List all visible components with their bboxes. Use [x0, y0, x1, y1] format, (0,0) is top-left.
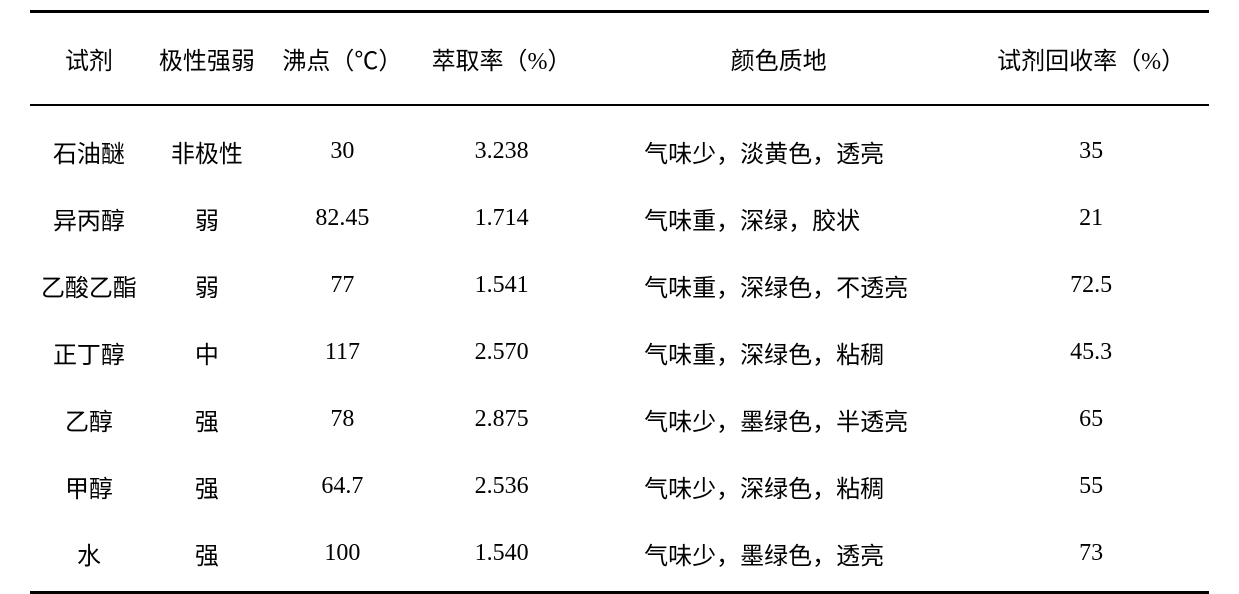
reagent-cell: 异丙醇 [30, 185, 148, 252]
col-texture-header: 颜色质地 [584, 12, 973, 106]
polarity-cell: 非极性 [148, 105, 266, 185]
extract-cell: 1.714 [419, 185, 584, 252]
texture-cell: 气味重，深绿色，粘稠 [584, 319, 973, 386]
texture-cell: 气味少，墨绿色，半透亮 [584, 386, 973, 453]
table-row: 石油醚非极性303.238气味少，淡黄色，透亮35 [30, 105, 1209, 185]
extract-cell: 2.536 [419, 453, 584, 520]
table-row: 甲醇强64.72.536气味少，深绿色，粘稠55 [30, 453, 1209, 520]
table-row: 异丙醇弱82.451.714气味重，深绿，胶状21 [30, 185, 1209, 252]
bp-cell: 82.45 [266, 185, 419, 252]
reagent-cell: 甲醇 [30, 453, 148, 520]
reagent-cell: 乙醇 [30, 386, 148, 453]
texture-cell: 气味少，淡黄色，透亮 [584, 105, 973, 185]
recovery-cell: 21 [973, 185, 1209, 252]
texture-cell: 气味少，深绿色，粘稠 [584, 453, 973, 520]
bp-cell: 64.7 [266, 453, 419, 520]
texture-cell: 气味少，墨绿色，透亮 [584, 520, 973, 593]
polarity-cell: 中 [148, 319, 266, 386]
table-row: 乙酸乙酯弱771.541气味重，深绿色，不透亮72.5 [30, 252, 1209, 319]
table-row: 正丁醇中1172.570气味重，深绿色，粘稠45.3 [30, 319, 1209, 386]
texture-cell: 气味重，深绿，胶状 [584, 185, 973, 252]
polarity-cell: 强 [148, 453, 266, 520]
col-recovery-header: 试剂回收率（%） [973, 12, 1209, 106]
recovery-cell: 45.3 [973, 319, 1209, 386]
extract-cell: 2.570 [419, 319, 584, 386]
reagent-cell: 乙酸乙酯 [30, 252, 148, 319]
reagent-cell: 正丁醇 [30, 319, 148, 386]
recovery-cell: 35 [973, 105, 1209, 185]
table-row: 乙醇强782.875气味少，墨绿色，半透亮65 [30, 386, 1209, 453]
bp-cell: 117 [266, 319, 419, 386]
col-reagent-header: 试剂 [30, 12, 148, 106]
col-extract-header: 萃取率（%） [419, 12, 584, 106]
bp-cell: 78 [266, 386, 419, 453]
header-row: 试剂 极性强弱 沸点（℃） 萃取率（%） 颜色质地 试剂回收率（%） [30, 12, 1209, 106]
table-row: 水强1001.540气味少，墨绿色，透亮73 [30, 520, 1209, 593]
reagent-cell: 水 [30, 520, 148, 593]
col-polarity-header: 极性强弱 [148, 12, 266, 106]
polarity-cell: 弱 [148, 185, 266, 252]
extract-cell: 2.875 [419, 386, 584, 453]
reagent-cell: 石油醚 [30, 105, 148, 185]
extract-cell: 3.238 [419, 105, 584, 185]
bp-cell: 100 [266, 520, 419, 593]
polarity-cell: 强 [148, 520, 266, 593]
bp-cell: 30 [266, 105, 419, 185]
recovery-cell: 65 [973, 386, 1209, 453]
polarity-cell: 强 [148, 386, 266, 453]
extract-cell: 1.540 [419, 520, 584, 593]
recovery-cell: 73 [973, 520, 1209, 593]
bp-cell: 77 [266, 252, 419, 319]
col-bp-header: 沸点（℃） [266, 12, 419, 106]
texture-cell: 气味重，深绿色，不透亮 [584, 252, 973, 319]
recovery-cell: 72.5 [973, 252, 1209, 319]
solvent-table: 试剂 极性强弱 沸点（℃） 萃取率（%） 颜色质地 试剂回收率（%） 石油醚非极… [30, 10, 1209, 594]
table-body: 石油醚非极性303.238气味少，淡黄色，透亮35异丙醇弱82.451.714气… [30, 105, 1209, 593]
extract-cell: 1.541 [419, 252, 584, 319]
polarity-cell: 弱 [148, 252, 266, 319]
recovery-cell: 55 [973, 453, 1209, 520]
